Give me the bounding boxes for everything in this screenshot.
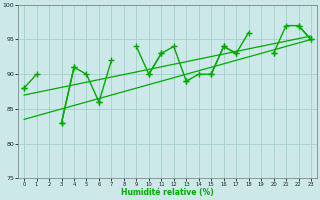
X-axis label: Humidité relative (%): Humidité relative (%) (121, 188, 214, 197)
